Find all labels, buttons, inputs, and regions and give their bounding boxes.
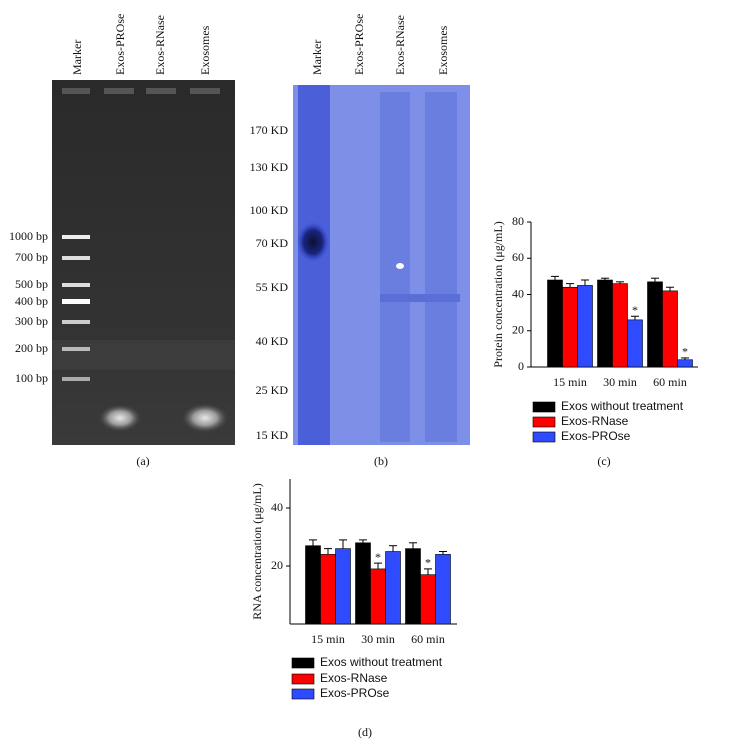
error-bar xyxy=(616,281,624,284)
y-tick-label: 40 xyxy=(512,286,524,300)
error-bar xyxy=(374,562,382,569)
y-tick-label: 20 xyxy=(271,558,283,572)
legend-label: Exos without treatment xyxy=(320,655,443,669)
lane-label: Exos-RNase xyxy=(393,15,407,75)
legend-swatch xyxy=(532,431,556,443)
error-bar xyxy=(309,539,317,546)
y-axis-label: RNA concentration (μg/mL) xyxy=(250,483,264,619)
legend-swatch xyxy=(291,657,315,669)
lane-label: Marker xyxy=(70,40,84,75)
lane-label: Exos-RNase xyxy=(153,15,167,75)
size-label: 70 KD xyxy=(256,236,289,250)
error-bar xyxy=(551,275,559,280)
size-label: 40 KD xyxy=(256,334,289,348)
legend-label: Exos without treatment xyxy=(561,399,684,413)
panel-label: (d) xyxy=(358,725,372,739)
bar xyxy=(305,545,321,625)
legend-label: Exos-PROse xyxy=(561,429,631,443)
size-label: 400 bp xyxy=(15,294,48,308)
bar xyxy=(662,290,678,368)
size-label: 300 bp xyxy=(15,314,48,328)
size-label: 55 KD xyxy=(256,280,289,294)
lane-label: Marker xyxy=(310,40,324,75)
error-bar xyxy=(424,568,432,575)
annotation: * xyxy=(425,556,431,570)
y-tick-label: 0 xyxy=(518,359,524,373)
bar xyxy=(577,285,593,368)
bar xyxy=(612,283,628,368)
legend-swatch xyxy=(532,416,556,428)
error-bar xyxy=(439,551,447,555)
error-bar xyxy=(324,548,332,555)
bar xyxy=(355,542,371,625)
bar xyxy=(627,319,643,368)
annotation: * xyxy=(632,303,638,317)
size-label: 15 KD xyxy=(256,428,289,442)
x-tick-label: 15 min xyxy=(553,375,587,389)
size-label: 100 bp xyxy=(15,371,48,385)
bar xyxy=(647,281,663,368)
bar xyxy=(597,279,613,368)
y-tick-label: 40 xyxy=(271,500,283,514)
size-label: 700 bp xyxy=(15,250,48,264)
bar xyxy=(320,554,336,625)
size-label: 170 KD xyxy=(250,123,289,137)
panel-label: (a) xyxy=(136,454,149,468)
bar xyxy=(370,568,386,625)
size-label: 25 KD xyxy=(256,383,289,397)
annotation: * xyxy=(682,345,688,359)
x-tick-label: 30 min xyxy=(361,632,395,646)
bar xyxy=(562,286,578,368)
bar xyxy=(335,548,351,625)
y-axis-label: Protein concentration (μg/mL) xyxy=(491,221,505,367)
size-label: 500 bp xyxy=(15,277,48,291)
legend-label: Exos-RNase xyxy=(561,414,629,428)
annotation: * xyxy=(375,550,381,564)
panel-label: (b) xyxy=(374,454,388,468)
bar xyxy=(677,359,693,368)
y-tick-label: 20 xyxy=(512,323,524,337)
error-bar xyxy=(566,283,574,288)
bar xyxy=(435,554,451,625)
error-bar xyxy=(681,357,689,360)
bar xyxy=(405,548,421,625)
bar xyxy=(420,574,436,625)
error-bar xyxy=(601,277,609,280)
x-tick-label: 30 min xyxy=(603,375,637,389)
size-label: 130 KD xyxy=(250,160,289,174)
x-tick-label: 60 min xyxy=(411,632,445,646)
error-bar xyxy=(651,277,659,282)
error-bar xyxy=(409,542,417,549)
y-tick-label: 60 xyxy=(512,250,524,264)
legend-swatch xyxy=(291,688,315,700)
lane-label: Exos-PROse xyxy=(113,14,127,75)
lane-label: Exosomes xyxy=(436,25,450,75)
gel-a xyxy=(52,80,235,445)
error-bar xyxy=(339,539,347,549)
lane-label: Exosomes xyxy=(198,25,212,75)
bar xyxy=(547,279,563,368)
lane-label: Exos-PROse xyxy=(352,14,366,75)
error-bar xyxy=(359,539,367,543)
size-label: 1000 bp xyxy=(9,229,48,243)
bar xyxy=(385,551,401,625)
gel-b xyxy=(293,85,470,445)
size-label: 200 bp xyxy=(15,341,48,355)
panel-label: (c) xyxy=(597,454,610,468)
legend-label: Exos-PROse xyxy=(320,686,390,700)
x-tick-label: 60 min xyxy=(653,375,687,389)
legend-swatch xyxy=(291,673,315,685)
y-tick-label: 80 xyxy=(512,214,524,228)
x-tick-label: 15 min xyxy=(311,632,345,646)
legend-label: Exos-RNase xyxy=(320,671,388,685)
error-bar xyxy=(631,315,639,320)
legend-swatch xyxy=(532,401,556,413)
error-bar xyxy=(581,279,589,286)
size-label: 100 KD xyxy=(250,203,289,217)
error-bar xyxy=(389,545,397,552)
error-bar xyxy=(666,286,674,291)
